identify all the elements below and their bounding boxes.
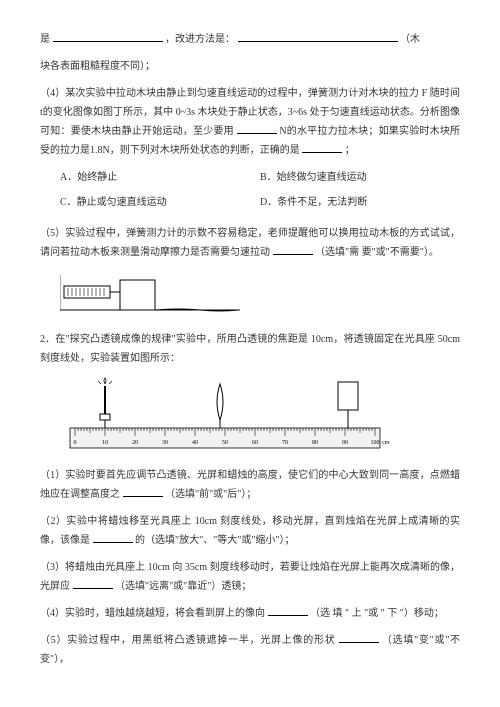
blank-s1[interactable]	[123, 485, 163, 497]
svg-text:90: 90	[342, 440, 348, 446]
sub4-b: （选 填 " 上 "或 " 下 "）移动；	[310, 608, 444, 619]
blank-q5[interactable]	[273, 243, 313, 255]
sub3: （3）将蜡烛由光具座上 10cm 向 35cm 刻度线移动时，若要让烛焰在光屏上…	[40, 558, 460, 596]
line1: 是 ，改进方法是： （木	[40, 30, 460, 49]
svg-text:0: 0	[74, 440, 77, 446]
svg-text:20: 20	[132, 440, 138, 446]
q5: （5）实验过程中，弹簧测力计的示数不容易稳定，老师提醒他可以换用拉动木板的方式试…	[40, 224, 460, 262]
sub1: （1）实验时要首先应调节凸透镜、光屏和蜡烛的高度，使它们的中心大致到同一高度，点…	[40, 466, 460, 504]
option-d[interactable]: D．条件不足，无法判断	[260, 193, 460, 212]
blank-s4[interactable]	[268, 604, 308, 616]
sub2-b: 的（选填"放大"、"等大"或"缩小"）；	[135, 535, 295, 546]
blank-2[interactable]	[238, 30, 398, 42]
line1-a: 是	[40, 34, 50, 45]
blank-1[interactable]	[53, 30, 163, 42]
svg-text:30: 30	[162, 440, 168, 446]
options: A．始终静止 B．始终做匀速直线运动 C．静止或匀速直线运动 D．条件不足，无法…	[60, 168, 460, 218]
q4: （4）某次实验中拉动木块由静止到匀速直线运动的过程中，弹簧测力计对木块的拉力 F…	[40, 84, 460, 160]
sub3-b: （选填"远离"或"靠近"）透镜；	[115, 581, 251, 592]
svg-text:100: 100	[371, 440, 380, 446]
line1-c: （木	[400, 34, 420, 45]
sub5: （5）实验过程中，用黑纸将凸透镜遮掉一半，光屏上像的形状 （选填"变"或"不变"…	[40, 631, 460, 669]
sub5-a: （5）实验过程中，用黑纸将凸透镜遮掉一半，光屏上像的形状	[40, 635, 335, 646]
svg-text:80: 80	[312, 440, 318, 446]
option-a[interactable]: A．始终静止	[60, 168, 260, 187]
q4-c: ；	[345, 145, 355, 156]
svg-text:10: 10	[102, 440, 108, 446]
blank-s3[interactable]	[73, 577, 113, 589]
blank-q4-2[interactable]	[302, 141, 342, 153]
blank-s5[interactable]	[339, 631, 379, 643]
ruler-unit: cm	[382, 440, 390, 446]
q5-b: （选填"需 要"或"不需要"）。	[315, 247, 439, 258]
sub2: （2）实验中将蜡烛移至光具座上 10cm 刻度线处，移动光屏，直到烛焰在光屏上成…	[40, 512, 460, 550]
blank-q4-1[interactable]	[237, 122, 277, 134]
p2: 2．在"探究凸透镜成像的规律"实验中，所用凸透镜的焦距是 10cm，将透镜固定在…	[40, 330, 460, 368]
svg-text:60: 60	[252, 440, 258, 446]
svg-text:50: 50	[222, 440, 228, 446]
sub4-a: （4）实验时，蜡烛越烧越短，将会看到屏上的像向	[40, 608, 265, 619]
line1-b: ，改进方法是：	[165, 34, 235, 45]
sub4: （4）实验时，蜡烛越烧越短，将会看到屏上的像向 （选 填 " 上 "或 " 下 …	[40, 604, 460, 623]
candle-figure: 0 10 20 30 40 50 60 70 80 90 100 cm	[60, 376, 390, 456]
svg-text:70: 70	[282, 440, 288, 446]
spring-figure	[60, 270, 240, 320]
blank-s2[interactable]	[93, 531, 133, 543]
svg-text:40: 40	[192, 440, 198, 446]
option-b[interactable]: B．始终做匀速直线运动	[260, 168, 460, 187]
sub1-b: （选填"前"或"后"）；	[165, 489, 256, 500]
line2: 块各表面粗糙程度不同）；	[40, 57, 460, 76]
option-c[interactable]: C．静止或匀速直线运动	[60, 193, 260, 212]
